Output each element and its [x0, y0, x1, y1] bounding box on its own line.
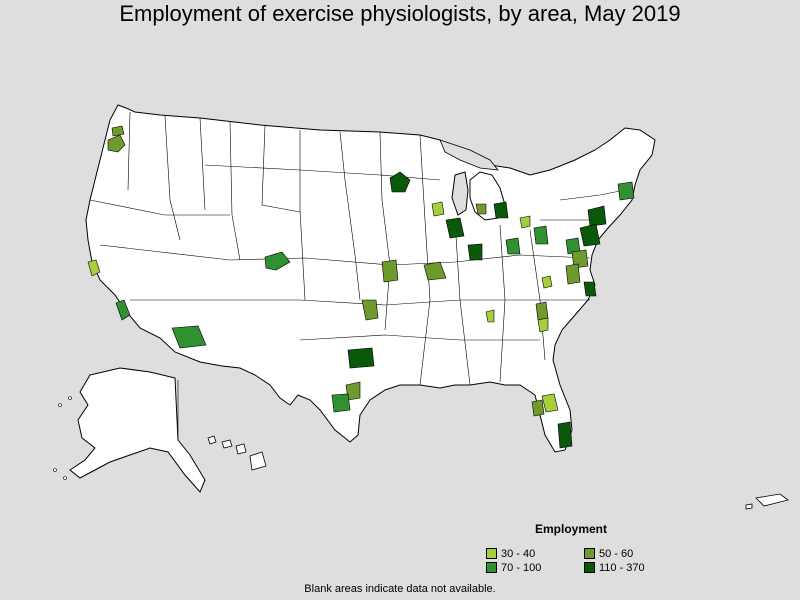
- area-chicago: [445, 217, 465, 239]
- alaska-shape: [69, 367, 206, 493]
- area-california-north: [87, 259, 101, 277]
- legend-swatch-icon: [486, 561, 497, 573]
- area-new-york: [587, 205, 607, 227]
- area-tacoma: [111, 125, 125, 137]
- legend-item-30-40: 30 - 40: [486, 547, 536, 562]
- area-seattle: [107, 134, 126, 153]
- area-boston: [617, 181, 635, 201]
- legend-label: 30 - 40: [501, 548, 536, 560]
- area-columbus: [505, 237, 521, 255]
- area-miami: [557, 421, 573, 449]
- area-nc-small: [541, 275, 553, 289]
- great-lakes-shape: [439, 139, 499, 171]
- aleutian-islands: [53, 396, 72, 480]
- legend-item-50-60: 50 - 60: [584, 547, 634, 562]
- area-norfolk: [583, 281, 597, 297]
- area-phoenix: [171, 325, 207, 349]
- legend-item-70-100: 70 - 100: [486, 561, 542, 576]
- area-san-antonio: [331, 393, 351, 413]
- legend-item-110-370: 110 - 370: [584, 561, 645, 576]
- employment-areas: [87, 125, 635, 449]
- legend-title: Employment: [534, 522, 607, 536]
- puerto-rico-shape: [745, 493, 789, 510]
- area-denver: [264, 251, 291, 271]
- legend-label: 50 - 60: [599, 548, 634, 560]
- area-kansas: [381, 259, 399, 283]
- map-title: Employment of exercise physiologists, by…: [119, 1, 681, 26]
- area-oklahoma: [361, 299, 379, 321]
- area-kansas-city: [423, 261, 447, 281]
- area-minneapolis: [389, 171, 411, 193]
- legend-swatch-icon: [584, 561, 595, 573]
- area-indianapolis: [467, 243, 483, 261]
- area-madison: [431, 201, 445, 217]
- area-detroit: [493, 201, 509, 219]
- area-atlanta: [485, 309, 495, 323]
- area-grand-rapids: [475, 203, 487, 215]
- area-cleveland: [519, 215, 531, 229]
- area-orlando: [541, 393, 559, 413]
- area-philadelphia: [579, 223, 601, 247]
- footnote: Blank areas indicate data not available.: [304, 583, 496, 595]
- area-tampa: [531, 399, 545, 417]
- legend: Employment 30 - 40 50 - 60 70 - 100 110 …: [486, 520, 676, 580]
- legend-label: 70 - 100: [501, 562, 542, 574]
- contiguous-us-shape: [85, 104, 656, 453]
- legend-label: 110 - 370: [599, 562, 645, 574]
- area-virginia: [565, 263, 581, 285]
- area-charlotte: [535, 301, 549, 321]
- area-pittsburgh: [533, 225, 549, 245]
- area-dallas: [347, 347, 375, 369]
- area-los-angeles: [115, 299, 131, 321]
- lake-michigan-shape: [451, 171, 469, 216]
- legend-swatch-icon: [584, 547, 595, 559]
- hawaii-shape: [207, 435, 267, 471]
- legend-swatch-icon: [486, 547, 497, 559]
- area-greenville: [537, 317, 549, 333]
- area-washington: [571, 249, 589, 269]
